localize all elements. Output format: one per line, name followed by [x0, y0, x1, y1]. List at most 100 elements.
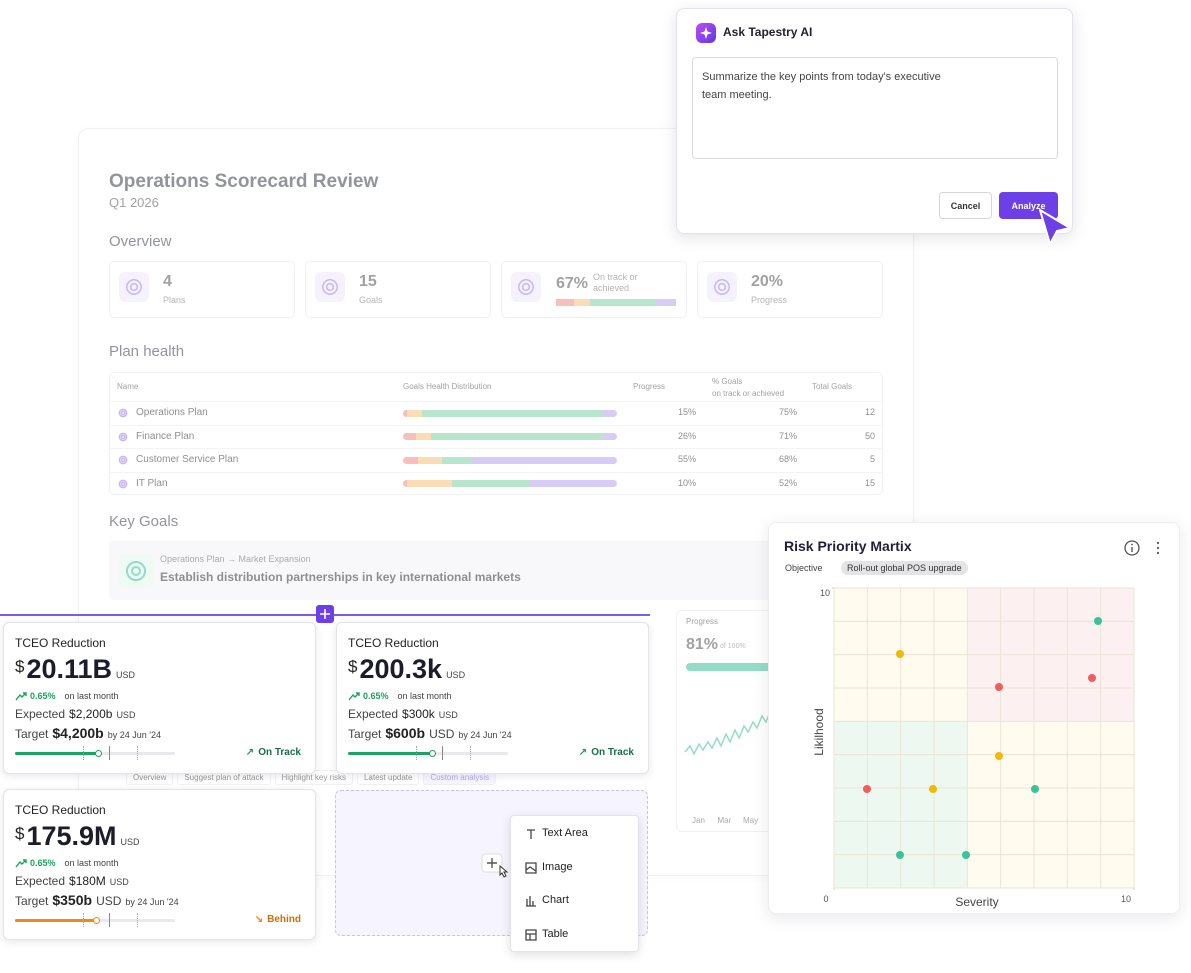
icon-ring — [521, 282, 531, 292]
health-segment — [452, 480, 530, 487]
scatter-plot: 0 10 10 Severity Likilhood — [812, 587, 1135, 909]
stat-label: Plans — [163, 295, 186, 305]
menu-item[interactable]: Chart — [542, 894, 569, 906]
slider-fill — [15, 752, 99, 755]
kpi-unit: USD — [116, 670, 136, 680]
plan-name: Finance Plan — [136, 430, 195, 442]
kpi-expected-row: Expected $2,200b USD — [15, 707, 135, 721]
menu-item[interactable]: Text Area — [542, 827, 588, 839]
column-header pre: Total Goals — [812, 382, 853, 391]
insert-menu: Text Area Image Chart Table — [510, 815, 639, 952]
x-axis-label: Severity — [955, 895, 998, 909]
column-header pre: % Goals on track or achieved — [712, 377, 785, 398]
progress-bar — [686, 663, 776, 671]
trend-arrow — [15, 859, 27, 868]
slider-marker — [109, 913, 111, 927]
row-divider — [110, 471, 882, 473]
kpi-change-row: 0.65% on last month — [15, 691, 119, 701]
stat-icon — [315, 272, 345, 302]
health-segment — [604, 433, 617, 440]
stat-icon — [511, 272, 541, 302]
stat-icon — [707, 272, 737, 302]
kpi-title: TCEO Reduction — [15, 803, 106, 817]
x-tick-label: 0 — [823, 894, 828, 904]
stat-value: 4 — [163, 273, 172, 290]
card-actions[interactable] — [1123, 539, 1171, 557]
target-due: by 24 Jun '24 — [458, 730, 512, 740]
filter-pill[interactable]: Roll-out global POS upgrade — [841, 561, 968, 575]
kpi-value-row: $20.11B USD — [15, 654, 135, 685]
icon-ring — [518, 279, 534, 295]
scatter-point — [863, 785, 871, 793]
cancel-button[interactable]: Cancel — [939, 192, 992, 219]
icon — [714, 279, 730, 295]
stat-value: 20% — [751, 273, 784, 290]
status-text: On Track — [258, 747, 301, 758]
on-track-cell: 68% — [778, 454, 797, 464]
kpi-status: ↗ On Track — [246, 747, 301, 758]
expected-label: Expected — [348, 707, 399, 721]
scatter-point — [1094, 617, 1102, 625]
report-subtitle: Q1 2026 — [109, 195, 159, 210]
kpi-change-row: 0.65% on last month — [15, 858, 119, 868]
slider-marker — [137, 913, 139, 927]
icon — [126, 279, 142, 295]
kpi-change: 0.65% — [30, 691, 56, 701]
icon — [118, 479, 128, 488]
slider-marker — [83, 913, 85, 927]
menu-icon — [527, 829, 535, 839]
column-header pre: Name — [117, 382, 139, 391]
kpi-change: 0.65% — [363, 691, 389, 701]
kpi-currency: $ — [348, 657, 358, 676]
expected-unit: USD — [438, 710, 458, 720]
stat-card — [305, 261, 491, 318]
stat-value: 67% — [556, 275, 589, 292]
ai-dialog: Ask Tapestry AI Summarize the key points… — [676, 8, 1073, 234]
on-track-cell: 71% — [778, 430, 797, 441]
add-cursor — [481, 853, 509, 878]
row-divider — [110, 424, 882, 426]
icon-ring — [322, 279, 338, 295]
scatter-point — [929, 785, 937, 793]
kpi-target-row: Target $350b USD by 24 Jun '24 — [15, 892, 179, 908]
icon-ring — [120, 434, 126, 439]
menu-glyph — [525, 861, 537, 874]
health-segment — [604, 409, 617, 417]
target-due: by 24 Jun '24 — [125, 897, 179, 907]
progress-value: 81% — [686, 636, 719, 653]
kpi-title: TCEO Reduction — [348, 636, 439, 650]
kpi-status: ↘ Behind — [255, 914, 301, 925]
stat-label: Goals — [359, 295, 383, 305]
report-title: Operations Scorecard Review — [109, 171, 379, 192]
scatter-point — [995, 752, 1003, 760]
slider-marker — [470, 746, 472, 760]
kpi-unit: USD — [446, 670, 466, 680]
icon — [118, 408, 128, 418]
icon — [322, 279, 338, 295]
stat-label: On track or achieved — [593, 272, 638, 293]
slider-knob — [429, 750, 437, 757]
prompt-input[interactable]: Summarize the key points from today's ex… — [692, 57, 1058, 159]
kpi-title: TCEO Reduction — [15, 636, 106, 650]
expected-unit: USD — [109, 877, 129, 887]
status-icon: ↗ — [245, 747, 255, 758]
plus-icon — [320, 609, 330, 619]
insert-button[interactable] — [316, 605, 334, 623]
menu-icon — [525, 928, 537, 941]
health-segment — [529, 480, 617, 487]
icon — [118, 432, 128, 441]
stat-bar-segment — [590, 299, 656, 306]
icon-ring — [325, 282, 335, 292]
menu-item[interactable]: Image — [542, 860, 573, 873]
row-icon — [117, 478, 129, 490]
goal-box — [109, 541, 779, 600]
cell-grid — [833, 587, 1135, 889]
total-cell: 50 — [864, 430, 875, 441]
icon-ring — [129, 282, 139, 292]
stat-label: Progress — [751, 295, 788, 305]
icon-ring — [118, 432, 128, 441]
menu-item[interactable]: Table — [542, 927, 569, 940]
stat-card — [109, 261, 295, 318]
health-segment — [471, 456, 617, 464]
column-header pre: Goals Health Distribution — [403, 382, 492, 391]
